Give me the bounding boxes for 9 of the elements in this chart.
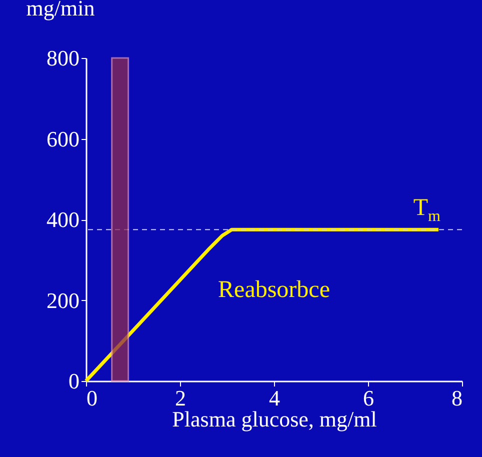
y-tick-label: 800 — [46, 46, 80, 70]
y-tick-label: 400 — [46, 207, 80, 232]
y-axis-title: mg/min — [26, 0, 95, 20]
y-tick-label: 200 — [46, 288, 80, 313]
x-tick-label: 8 — [452, 386, 462, 410]
y-tick-label: 600 — [46, 126, 80, 152]
y-tick-label: 0 — [68, 368, 80, 394]
annotation: Reabsorbce — [218, 277, 330, 303]
x-tick-label: 0 — [86, 386, 98, 410]
